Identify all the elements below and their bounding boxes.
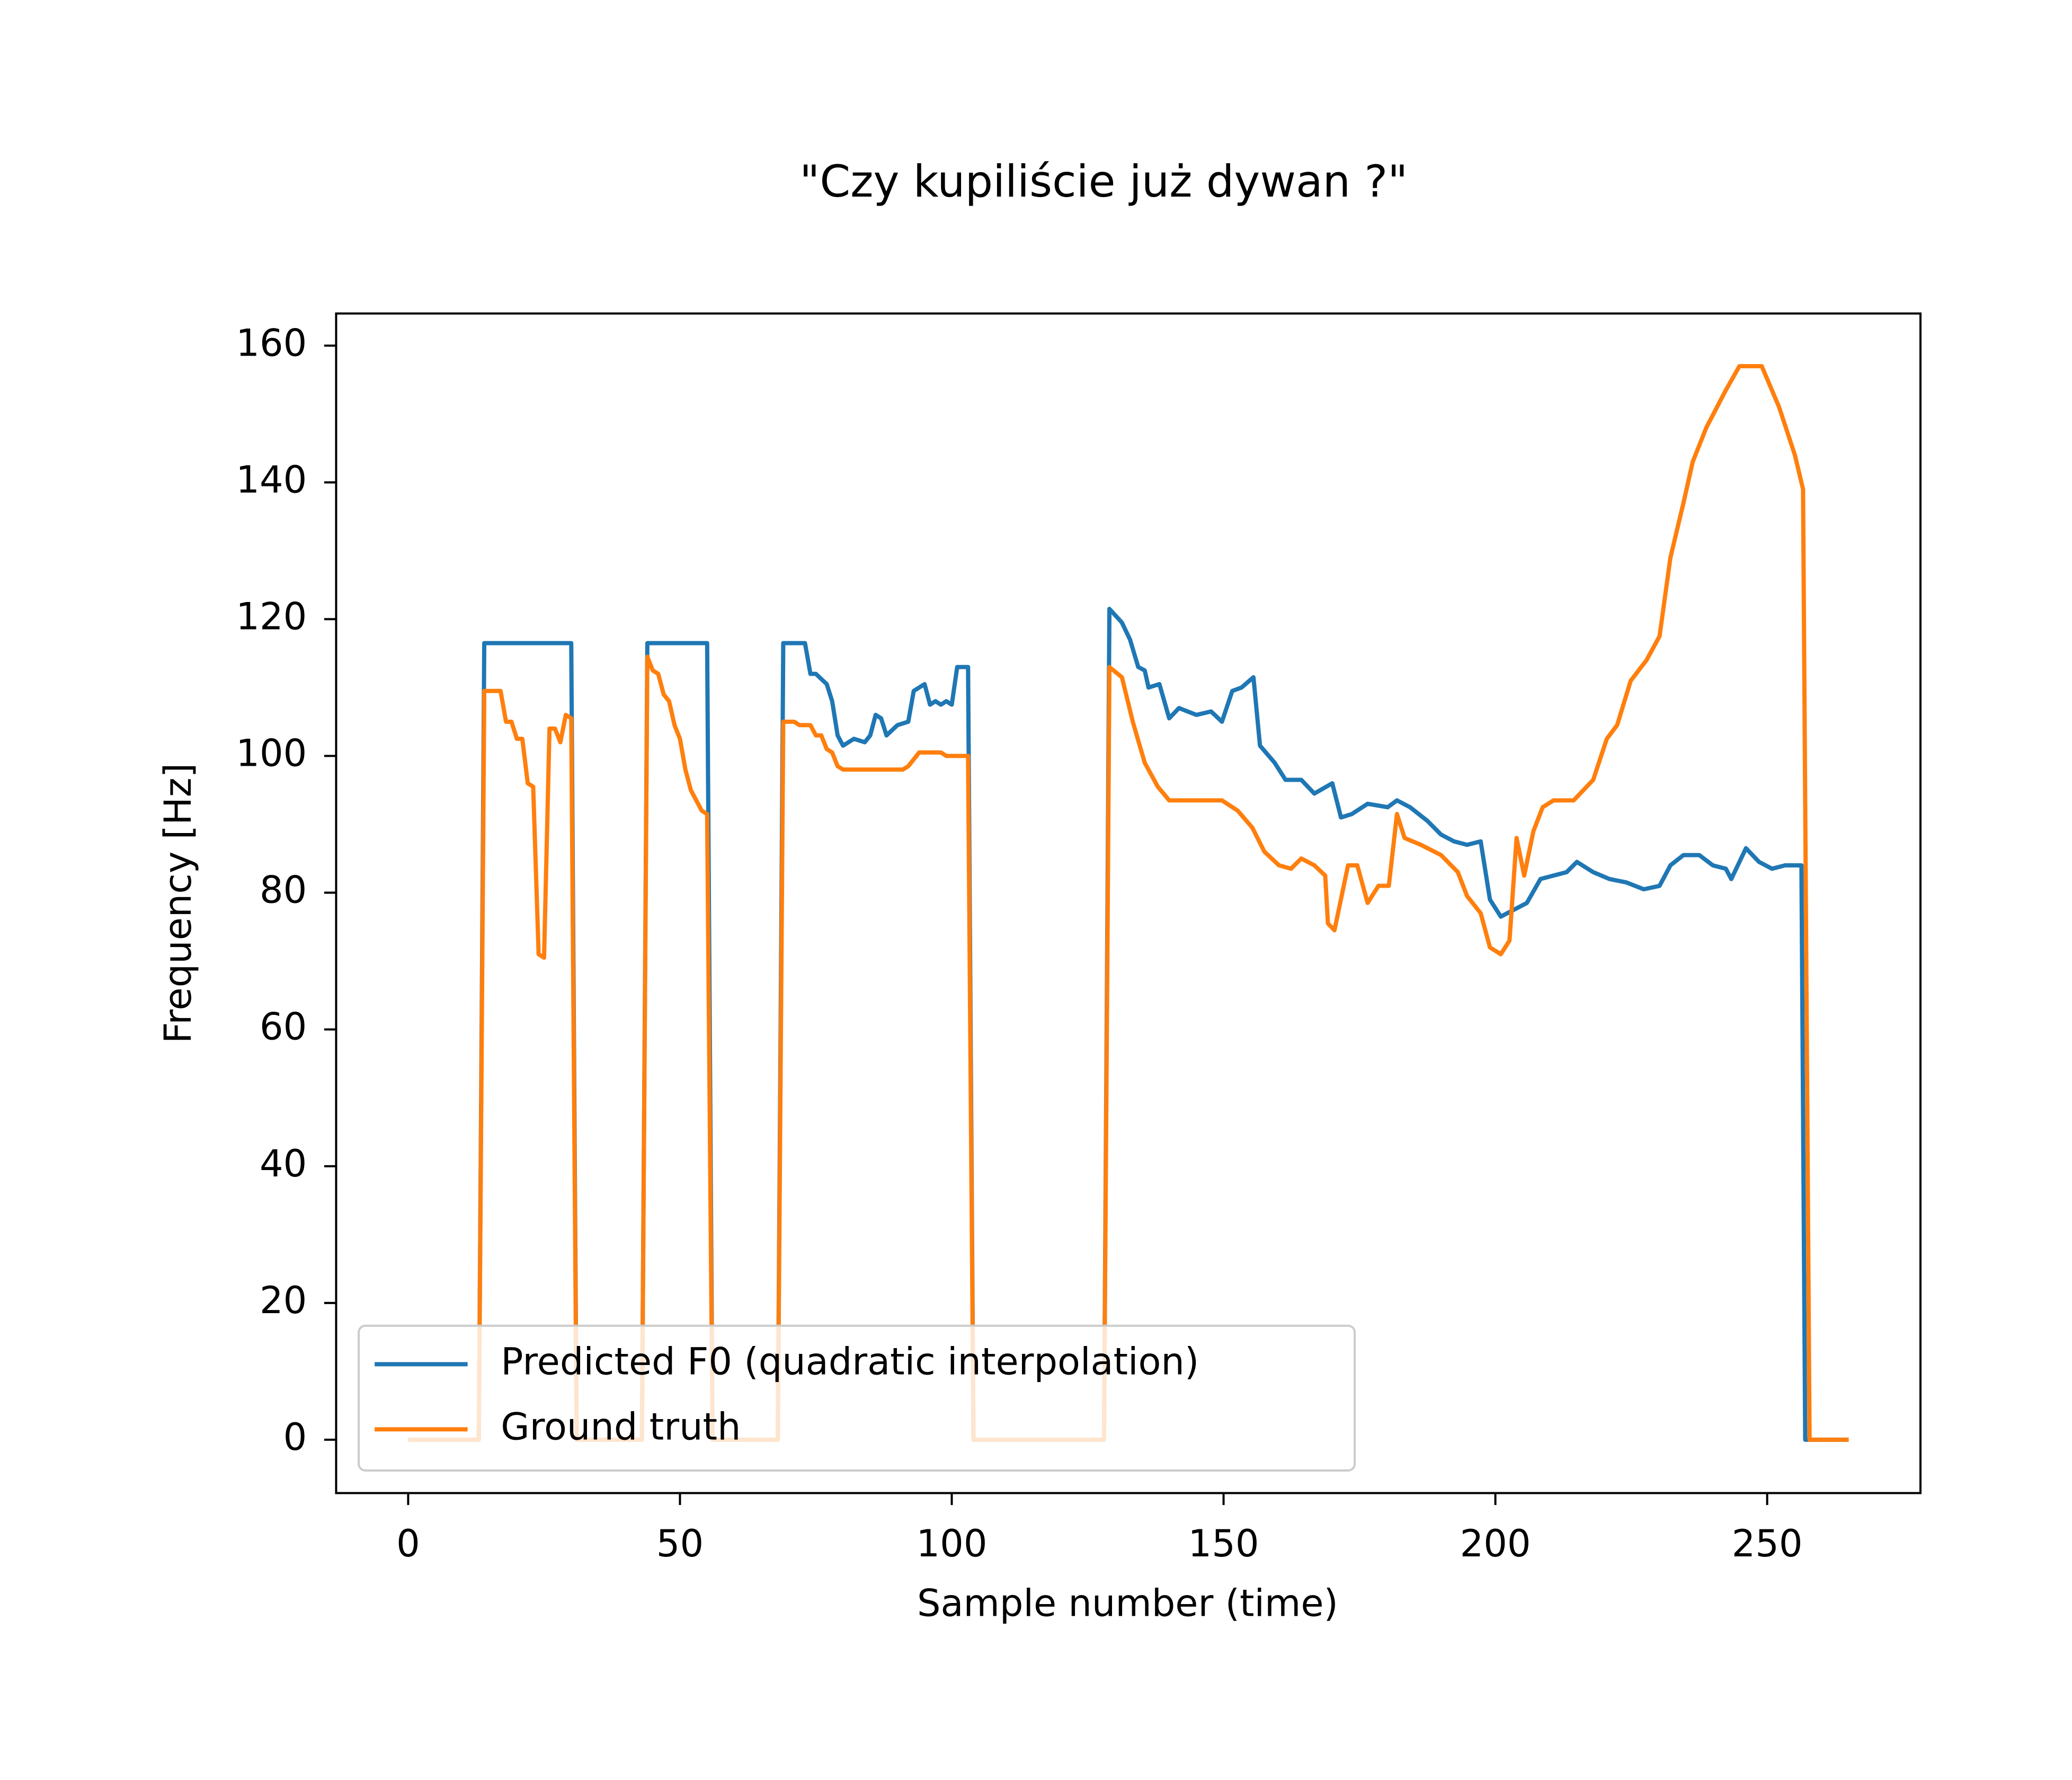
legend-label: Predicted F0 (quadratic interpolation)	[501, 1340, 1199, 1383]
y-tick-label: 40	[260, 1142, 307, 1185]
y-tick-label: 0	[283, 1415, 307, 1459]
x-tick-label: 50	[656, 1522, 704, 1565]
x-tick-label: 100	[917, 1522, 988, 1565]
y-tick-label: 140	[236, 458, 307, 501]
x-tick-label: 250	[1732, 1522, 1803, 1565]
chart-title: "Czy kupiliście już dywan ?"	[799, 156, 1408, 207]
x-tick-label: 200	[1460, 1522, 1531, 1565]
x-tick-label: 0	[396, 1522, 420, 1565]
x-axis-label: Sample number (time)	[917, 1582, 1338, 1625]
data-line	[408, 364, 1849, 1442]
y-tick-label: 80	[260, 869, 307, 912]
plot-frame	[335, 312, 1922, 1494]
x-tick-label: 150	[1188, 1522, 1259, 1565]
legend: Predicted F0 (quadratic interpolation) Gr…	[358, 1324, 1356, 1472]
data-line	[408, 607, 1849, 1442]
y-axis-label: Frequency [Hz]	[156, 763, 200, 1043]
y-tick-label: 60	[260, 1005, 307, 1049]
legend-frame	[358, 1324, 1356, 1472]
legend-label: Ground truth	[501, 1405, 741, 1448]
y-tick-label: 20	[260, 1279, 307, 1322]
y-tick-label: 100	[236, 732, 307, 775]
y-tick-label: 120	[236, 595, 307, 638]
y-tick-label: 160	[236, 321, 307, 365]
